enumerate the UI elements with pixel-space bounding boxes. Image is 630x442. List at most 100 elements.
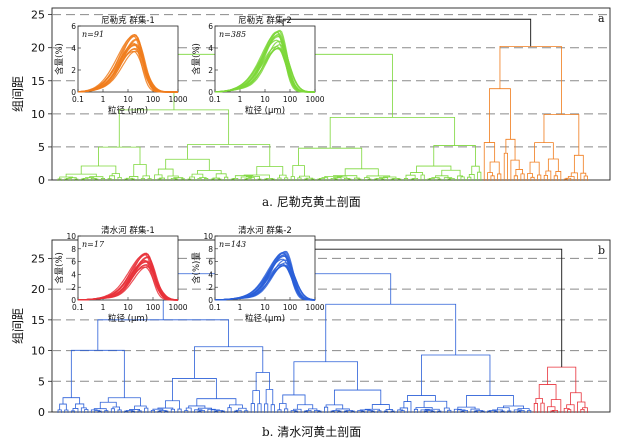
inset-xtick-label: 1 xyxy=(101,303,106,312)
inset-ylabel: 含量(%) xyxy=(191,43,202,75)
dendrogram-link xyxy=(547,406,556,412)
dendrogram-link xyxy=(107,178,112,180)
dendrogram-link xyxy=(97,319,230,351)
dendrogram-link xyxy=(210,178,215,180)
inset-xtick-label: 0.1 xyxy=(72,95,84,104)
dendrogram-link xyxy=(416,165,452,173)
dendrogram-link xyxy=(144,407,149,412)
y-tick-label: 10 xyxy=(31,345,45,358)
inset-ytick-label: 2 xyxy=(71,66,76,75)
dendrogram-link xyxy=(497,173,502,180)
dendrogram-link xyxy=(296,404,314,410)
dendrogram-link xyxy=(370,410,375,412)
inset-ytick-label: 6 xyxy=(208,22,213,31)
dendrogram-link xyxy=(235,409,242,412)
dendrogram-link xyxy=(483,142,496,180)
caption-a: a. 尼勒克黄土剖面 xyxy=(262,195,361,209)
y-tick-label: 5 xyxy=(38,141,45,154)
dendrogram-link xyxy=(317,178,322,180)
inset-xlabel: 粒径 (μm) xyxy=(108,313,148,324)
dendrogram-link xyxy=(420,174,425,180)
dendrogram-link xyxy=(371,404,390,410)
y-tick-label: 20 xyxy=(31,283,45,296)
dendrogram-link xyxy=(196,398,237,406)
inset-xtick-label: 0.1 xyxy=(209,303,221,312)
dendrogram-link xyxy=(378,177,389,180)
dendrogram-link xyxy=(350,410,355,412)
inset-ytick-label: 10 xyxy=(203,232,213,241)
dendrogram-link xyxy=(238,407,247,411)
dendrogram-link xyxy=(130,410,135,412)
inset-ylabel: 含量(%) xyxy=(54,252,65,284)
dendrogram-link xyxy=(580,408,585,412)
dendrogram-link xyxy=(140,178,145,180)
panel-label: a xyxy=(598,12,605,25)
dendrogram-link xyxy=(360,410,365,412)
dendrogram-link xyxy=(197,410,202,412)
inset-ytick-label: 6 xyxy=(71,258,76,267)
dendrogram-link xyxy=(118,109,230,148)
dendrogram-link xyxy=(424,408,440,412)
dendrogram-link xyxy=(65,173,97,178)
dendrogram-link xyxy=(94,178,99,180)
dendrogram-link xyxy=(294,410,299,412)
dendrogram-link xyxy=(502,405,524,409)
dendrogram-link xyxy=(68,177,77,180)
inset-xlabel: 粒径 (μm) xyxy=(245,105,285,116)
y-tick-label: 15 xyxy=(31,314,45,327)
dendrogram-link xyxy=(397,178,402,180)
inset-ytick-label: 0 xyxy=(208,296,213,305)
inset-n-label: n=143 xyxy=(219,240,246,249)
dendrogram-link xyxy=(413,408,419,412)
dendrogram-link xyxy=(321,177,329,180)
cluster-2 xyxy=(533,366,588,412)
dendrogram-link xyxy=(415,407,433,410)
dendrogram-link xyxy=(250,403,255,412)
dendrogram-link xyxy=(487,410,492,412)
dendrogram-link xyxy=(529,161,540,176)
dendrogram-link xyxy=(547,366,577,393)
dendrogram-link xyxy=(157,407,174,410)
dendrogram-link xyxy=(197,407,212,410)
dendrogram-link xyxy=(292,165,305,177)
dendrogram-link xyxy=(304,178,309,180)
inset-ytick-label: 0 xyxy=(208,88,213,97)
dendrogram-link xyxy=(159,177,165,180)
distribution-curve xyxy=(215,47,315,93)
dendrogram-link xyxy=(421,354,491,396)
dendrogram-link xyxy=(170,408,175,412)
dendrogram-link xyxy=(347,178,352,180)
y-axis-label: 组间距 xyxy=(11,76,25,112)
dendrogram-link xyxy=(117,409,122,412)
dendrogram-link xyxy=(110,408,116,412)
dendrogram-link xyxy=(229,404,243,409)
dendrogram-link xyxy=(72,408,79,412)
y-tick-label: 10 xyxy=(31,108,45,121)
y-tick-label: 20 xyxy=(31,42,45,55)
dendrogram-link xyxy=(343,410,349,412)
dendrogram-link xyxy=(89,176,104,179)
distribution-curve xyxy=(78,260,178,301)
dendrogram-link xyxy=(290,176,295,180)
dendrogram-link xyxy=(493,410,498,412)
inset-ytick-label: 6 xyxy=(71,22,76,31)
dendrogram-link xyxy=(433,145,476,167)
dendrogram-link xyxy=(487,172,493,180)
inset-n-label: n=385 xyxy=(219,30,246,39)
dendrogram-link xyxy=(366,175,391,178)
cluster-1 xyxy=(57,53,482,180)
dendrogram-link xyxy=(252,390,260,404)
dendrogram-link xyxy=(500,410,505,412)
dendrogram-link xyxy=(566,404,575,412)
distribution-curve xyxy=(215,264,315,301)
dendrogram-link xyxy=(212,177,220,180)
dendrogram-link xyxy=(583,175,588,180)
inset-xtick-label: 10 xyxy=(123,95,133,104)
inset-xtick-label: 10 xyxy=(260,95,270,104)
inset-xtick-label: 1000 xyxy=(168,95,187,104)
dendrogram-link xyxy=(100,178,106,180)
dendrogram-link xyxy=(130,178,135,180)
inset-ytick-label: 4 xyxy=(71,270,76,279)
dendrogram-link xyxy=(577,401,586,412)
dendrogram-link xyxy=(125,177,134,180)
